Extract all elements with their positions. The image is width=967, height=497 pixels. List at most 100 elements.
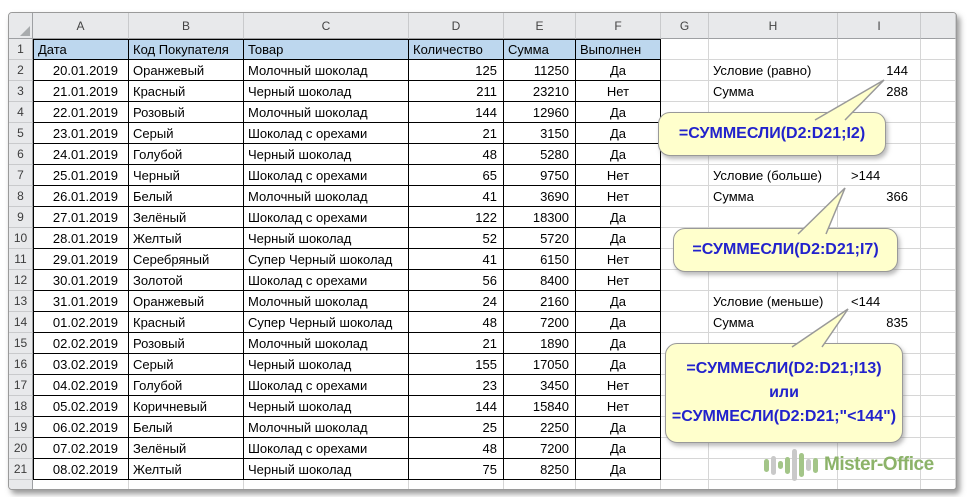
cell-qty[interactable]: 155 [409,354,504,375]
cell-sum[interactable]: 7200 [504,312,576,333]
cell[interactable] [921,81,956,102]
row-header-4[interactable]: 4 [9,102,33,123]
cell-date[interactable]: 23.01.2019 [33,123,129,144]
row-header-20[interactable]: 20 [9,438,33,459]
cell[interactable] [921,417,956,438]
cell-buyer[interactable]: Коричневый [129,396,244,417]
cell[interactable] [921,480,956,489]
cell-done[interactable]: Нет [576,186,661,207]
callout-bubble[interactable]: =СУММЕСЛИ(D2:D21;I2) [658,112,886,156]
cell-date[interactable]: 30.01.2019 [33,270,129,291]
column-header-c[interactable]: C [244,13,409,39]
cell-buyer[interactable]: Голубой [129,144,244,165]
row-header-3[interactable]: 3 [9,81,33,102]
table-header-cell[interactable]: Сумма [504,39,576,60]
cell[interactable] [33,480,129,489]
cell-done[interactable]: Да [576,144,661,165]
cell[interactable] [921,396,956,417]
row-header-5[interactable]: 5 [9,123,33,144]
cell[interactable] [576,480,661,489]
row-header-18[interactable]: 18 [9,396,33,417]
row-header-10[interactable]: 10 [9,228,33,249]
cell[interactable] [661,81,709,102]
cell-product[interactable]: Молочный шоколад [244,102,409,123]
cell-buyer[interactable]: Розовый [129,102,244,123]
cell[interactable] [661,207,709,228]
cell-buyer[interactable]: Зелёный [129,207,244,228]
cell[interactable] [838,207,921,228]
cell-buyer[interactable]: Белый [129,186,244,207]
cell[interactable] [921,102,956,123]
cell[interactable] [921,354,956,375]
cell-done[interactable]: Нет [576,270,661,291]
cell-done[interactable]: Нет [576,165,661,186]
cell-qty[interactable]: 24 [409,291,504,312]
cell-sum[interactable]: 7200 [504,438,576,459]
cell-sum[interactable]: 18300 [504,207,576,228]
cell-product[interactable]: Черный шоколад [244,144,409,165]
cell-qty[interactable]: 144 [409,102,504,123]
cell-date[interactable]: 04.02.2019 [33,375,129,396]
cell[interactable] [921,144,956,165]
cell[interactable] [921,165,956,186]
cell-qty[interactable]: 21 [409,333,504,354]
callout-bubble[interactable]: =СУММЕСЛИ(D2:D21;I7) [673,228,898,272]
row-header-13[interactable]: 13 [9,291,33,312]
cell-buyer[interactable]: Красный [129,312,244,333]
cell-sum[interactable]: 8250 [504,459,576,480]
cell-qty[interactable]: 21 [409,123,504,144]
cell-product[interactable]: Молочный шоколад [244,60,409,81]
cell-buyer[interactable]: Золотой [129,270,244,291]
cell[interactable] [709,480,838,489]
cell-done[interactable]: Да [576,60,661,81]
cell-product[interactable]: Молочный шоколад [244,291,409,312]
column-header-e[interactable]: E [504,13,576,39]
cell-condition-label[interactable]: Сумма [709,81,838,102]
cell-buyer[interactable]: Черный [129,165,244,186]
cell-sum[interactable]: 9750 [504,165,576,186]
cell[interactable] [838,459,921,480]
cell-product[interactable]: Черный шоколад [244,81,409,102]
cell[interactable] [838,39,921,60]
cell-date[interactable]: 20.01.2019 [33,60,129,81]
cell-qty[interactable]: 41 [409,249,504,270]
cell-qty[interactable]: 48 [409,312,504,333]
cell-sum[interactable]: 17050 [504,354,576,375]
cell-done[interactable]: Да [576,333,661,354]
cell-buyer[interactable]: Серый [129,354,244,375]
row-header-1[interactable]: 1 [9,39,33,60]
cell-sum[interactable]: 3450 [504,375,576,396]
cell-product[interactable]: Супер Черный шоколад [244,249,409,270]
cell-condition-value[interactable]: 366 [838,186,921,207]
column-header-a[interactable]: A [33,13,129,39]
cell-product[interactable]: Шоколад с орехами [244,375,409,396]
cell-sum[interactable]: 6150 [504,249,576,270]
cell-product[interactable]: Шоколад с орехами [244,438,409,459]
table-header-cell[interactable]: Товар [244,39,409,60]
table-header-cell[interactable]: Количество [409,39,504,60]
cell-condition-value[interactable]: <144 [838,291,921,312]
cell-condition-label[interactable]: Сумма [709,186,838,207]
cell-done[interactable]: Да [576,459,661,480]
cell-product[interactable]: Супер Черный шоколад [244,312,409,333]
table-header-cell[interactable]: Код Покупателя [129,39,244,60]
cell[interactable] [661,459,709,480]
cell-qty[interactable]: 211 [409,81,504,102]
row-header-17[interactable]: 17 [9,375,33,396]
row-header-21[interactable]: 21 [9,459,33,480]
cell[interactable] [921,228,956,249]
cell-condition-label[interactable]: Сумма [709,312,838,333]
cell-done[interactable]: Да [576,438,661,459]
cell-buyer[interactable]: Оранжевый [129,291,244,312]
cell-done[interactable]: Да [576,417,661,438]
cell-date[interactable]: 21.01.2019 [33,81,129,102]
row-header-11[interactable]: 11 [9,249,33,270]
cell[interactable] [661,39,709,60]
cell-qty[interactable]: 48 [409,144,504,165]
cell-product[interactable]: Черный шоколад [244,228,409,249]
cell[interactable] [921,438,956,459]
cell-buyer[interactable]: Желтый [129,228,244,249]
cell[interactable] [661,60,709,81]
cell[interactable] [921,270,956,291]
cell[interactable] [661,312,709,333]
